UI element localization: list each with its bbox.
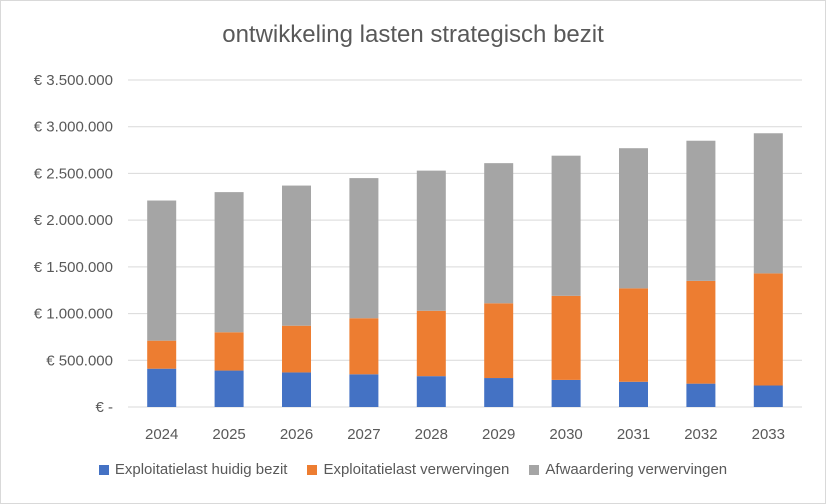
x-tick-label: 2033 <box>752 426 785 443</box>
bar-segment <box>686 280 716 384</box>
legend-swatch <box>98 464 109 475</box>
x-tick-label: 2028 <box>415 426 448 443</box>
bar-segment <box>753 273 783 386</box>
bar-segment <box>619 288 648 382</box>
y-tick-label: € 3.500.000 <box>34 72 113 89</box>
bar-segment <box>484 163 514 304</box>
bar-segment <box>349 374 379 407</box>
x-tick-label: 2032 <box>684 426 717 443</box>
y-tick-label: € 500.000 <box>46 352 113 369</box>
legend-label: Afwaardering verwervingen <box>545 461 728 478</box>
x-tick-label: 2027 <box>347 426 380 443</box>
bar-segment <box>349 178 379 319</box>
x-tick-label: 2030 <box>549 426 582 443</box>
bar-segment <box>349 318 379 375</box>
bar-segment <box>753 133 783 274</box>
bar-segment <box>619 381 648 407</box>
legend-item: Exploitatielast verwervingen <box>307 461 509 478</box>
legend-swatch <box>307 464 318 475</box>
y-tick-label: € 3.000.000 <box>34 119 113 136</box>
bar-segment <box>416 170 446 311</box>
bar-segment <box>619 148 648 289</box>
legend-item: Afwaardering verwervingen <box>529 461 727 478</box>
bar-segment <box>551 295 581 380</box>
chart-title: ontwikkeling lasten strategisch bezit <box>222 21 604 48</box>
bar-segment <box>214 192 244 333</box>
bar-segment <box>147 340 177 369</box>
bar-segment <box>214 332 244 371</box>
y-tick-label: € 1.500.000 <box>34 259 113 276</box>
y-tick-label: € - <box>95 399 113 416</box>
bar-segment <box>147 368 177 407</box>
x-tick-label: 2029 <box>482 426 515 443</box>
x-tick-label: 2031 <box>617 426 650 443</box>
y-tick-label: € 2.000.000 <box>34 212 113 229</box>
y-tick-label: € 1.000.000 <box>34 306 113 323</box>
legend-label: Exploitatielast huidig bezit <box>114 461 288 478</box>
bar-segment <box>282 325 311 373</box>
bar-segment <box>214 370 244 407</box>
bar-segment <box>551 155 581 296</box>
bar-segment <box>551 379 581 407</box>
chart-legend: Exploitatielast huidig bezit Exploitatiel… <box>1 461 825 478</box>
bar-segment <box>686 140 716 281</box>
bar-segment <box>416 376 446 407</box>
bar-segment <box>484 378 514 407</box>
bar-segment <box>484 303 514 379</box>
bar-segment <box>147 200 177 341</box>
x-tick-label: 2025 <box>212 426 245 443</box>
legend-item: Exploitatielast huidig bezit <box>98 461 288 478</box>
bar-segment <box>753 385 783 407</box>
bar-segment <box>282 372 311 407</box>
legend-label: Exploitatielast verwervingen <box>323 461 510 478</box>
bar-segment <box>282 185 311 326</box>
y-tick-label: € 2.500.000 <box>34 165 113 182</box>
x-tick-label: 2026 <box>280 426 313 443</box>
bar-segment <box>416 310 446 377</box>
legend-swatch <box>529 464 540 475</box>
x-tick-label: 2024 <box>145 426 178 443</box>
bar-segment <box>686 383 716 407</box>
